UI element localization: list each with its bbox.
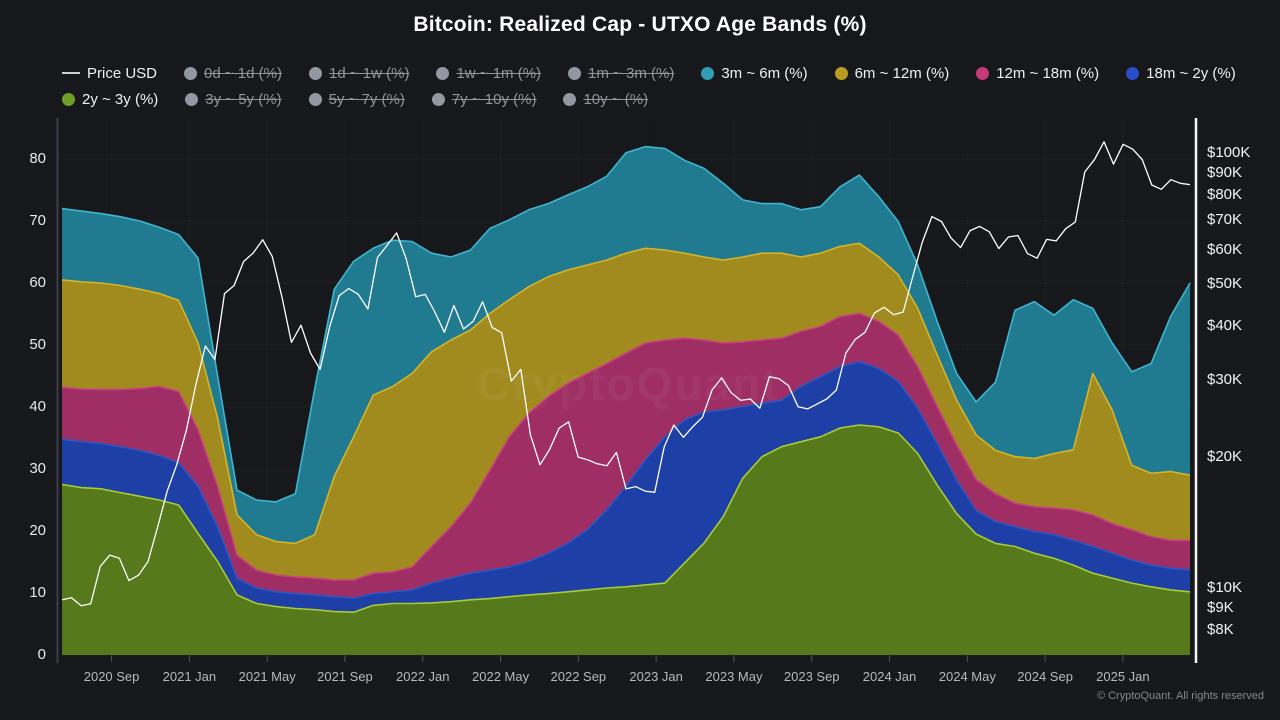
legend-item-label: 10y ~ (%) [583,90,649,108]
x-tick-label: 2024 Jan [862,669,917,684]
legend-dot-icon [563,92,577,106]
legend-item-1d-1w[interactable]: 1d ~ 1w (%) [308,64,410,82]
area-band-border-2 [61,312,1190,581]
legend-item-label: 7y ~ 10y (%) [451,90,537,108]
x-tick-label: 2022 Jan [396,669,450,684]
legend-item-label: 2y ~ 3y (%) [82,90,159,108]
legend-item-label: Price USD [87,64,158,82]
y-right-tick-label: $60K [1207,240,1243,258]
legend-item-10y[interactable]: 10y ~ (%) [563,91,648,108]
legend-row: 2y ~ 3y (%) 3y ~ 5y (%) 5y ~ 7y (%) 7y ~ 10… [62,86,1252,112]
y-right-tick-label: $50K [1207,274,1243,292]
y-right-tick-label: $90K [1207,163,1243,181]
y-left-tick-label: 80 [29,150,46,167]
legend-dot-icon [308,92,322,106]
y-left-tick-label: 0 [37,646,46,663]
legend-item-label: 1w ~ 1m (%) [456,64,542,82]
area-band-0 [62,425,1190,655]
legend-dot-icon [701,66,715,80]
y-left-tick-label: 10 [29,584,46,601]
legend-dot-icon [431,92,445,106]
y-left-tick-label: 50 [29,336,46,353]
y-right-tick-label: $40K [1207,317,1243,335]
y-right-tick-label: $8K [1207,621,1234,639]
x-tick-label: 2020 Sep [83,669,140,684]
page-title: Bitcoin: Realized Cap - UTXO Age Bands (… [413,13,867,36]
legend-dot-icon [436,66,450,80]
y-left-tick-label: 20 [29,522,46,539]
legend-dot-icon [976,66,990,80]
price-line [61,141,1191,607]
x-tick-label: 2021 May [238,669,296,684]
legend-item-7y-10y[interactable]: 7y ~ 10y (%) [431,90,537,108]
legend-item-1w-1m[interactable]: 1w ~ 1m (%) [436,65,541,82]
x-tick-label: 2025 Jan [1096,669,1150,684]
legend-item-label: 5y ~ 7y (%) [328,90,405,108]
y-right-tick-label: $10K [1207,579,1243,596]
legend-item-label: 18m ~ 2y (%) [1146,64,1236,82]
x-tick-label: 2023 May [705,669,763,684]
legend-row: Price USD 0d ~ 1d (%) 1d ~ 1w (%) 1w ~ 1m (… [62,60,1252,86]
legend: Price USD 0d ~ 1d (%) 1d ~ 1w (%) 1w ~ 1m (… [62,60,1252,112]
area-band-border-3 [61,242,1191,545]
legend-item-12m-18m[interactable]: 12m ~ 18m (%) [976,65,1099,82]
y-left-tick-label: 60 [29,274,46,291]
legend-dot-icon [62,92,75,106]
x-tick-label: 2023 Jan [629,669,683,684]
y-left-tick-label: 30 [29,460,46,477]
watermark: CryptoQuant [476,358,779,410]
legend-dot-icon [834,66,848,80]
price-line-marker-icon [62,72,80,74]
legend-dot-icon [185,92,199,106]
y-right-tick-label: $30K [1207,371,1243,389]
legend-dot-icon [184,66,198,80]
y-right-tick-label: $9K [1207,598,1234,616]
legend-item-6m-12m[interactable]: 6m ~ 12m (%) [834,64,950,82]
legend-item-label: 6m ~ 12m (%) [854,64,950,82]
legend-item-3m-6m[interactable]: 3m ~ 6m (%) [701,64,808,82]
x-tick-label: 2023 Sep [783,669,840,684]
area-band-border-4 [61,145,1191,503]
y-right-tick-label: $100K [1207,144,1251,161]
legend-item-label: 3m ~ 6m (%) [721,64,808,82]
copyright-notice: © CryptoQuant. All rights reserved [1096,690,1264,702]
legend-item-price-usd[interactable]: Price USD [62,65,157,82]
legend-dot-icon [1126,66,1140,80]
legend-item-label: 1d ~ 1w (%) [328,64,410,82]
y-left-tick-label: 70 [29,212,46,229]
legend-item-5y-7y[interactable]: 5y ~ 7y (%) [308,90,405,108]
legend-dot-icon [308,66,322,80]
legend-item-3y-5y[interactable]: 3y ~ 5y (%) [185,90,282,108]
legend-item-label: 12m ~ 18m (%) [996,64,1100,82]
x-tick-label: 2024 May [938,669,996,684]
y-right-tick-label: $20K [1207,448,1243,466]
x-tick-label: 2022 Sep [550,669,607,684]
stacked-areas [62,146,1190,656]
legend-item-0d-1d[interactable]: 0d ~ 1d (%) [184,65,282,82]
legend-item-label: 0d ~ 1d (%) [204,64,282,82]
legend-item-18m-2y[interactable]: 18m ~ 2y (%) [1126,65,1236,82]
y-left-tick-label: 40 [29,398,46,415]
legend-item-1m-3m[interactable]: 1m ~ 3m (%) [568,65,674,82]
y-right-tick-label: $80K [1207,186,1243,204]
x-tick-label: 2022 May [472,669,530,684]
area-band-border-0 [61,424,1191,613]
x-tick-label: 2021 Sep [317,669,373,684]
axes [56,118,1198,663]
legend-item-label: 1m ~ 3m (%) [588,64,675,82]
y-right-tick-label: $70K [1207,211,1243,229]
legend-dot-icon [568,66,582,80]
price-usd-line [61,141,1191,607]
legend-item-label: 3y ~ 5y (%) [205,90,282,108]
legend-item-2y-3y[interactable]: 2y ~ 3y (%) [62,91,158,108]
x-tick-label: 2021 Jan [162,669,217,684]
x-tick-label: 2024 Sep [1017,669,1073,684]
